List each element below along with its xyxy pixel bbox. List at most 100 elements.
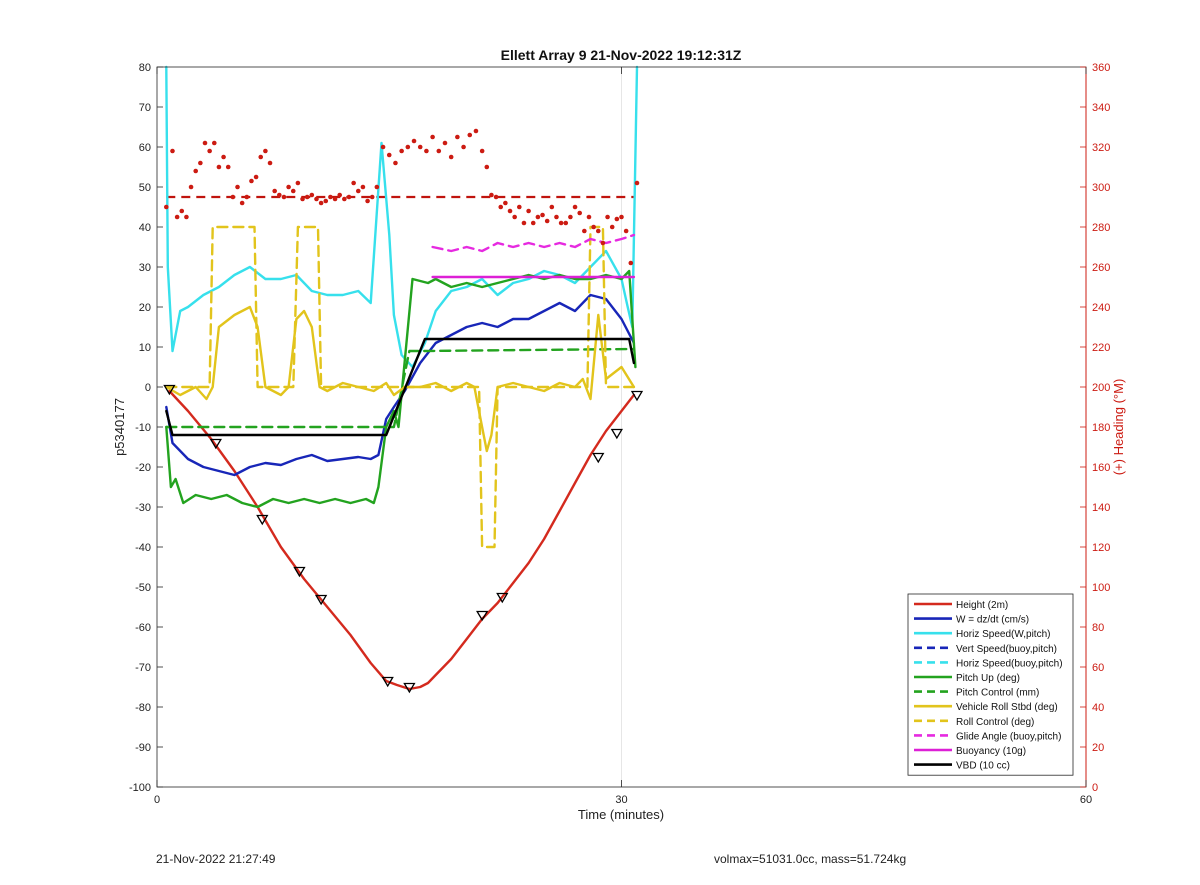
heading-point bbox=[163, 204, 169, 210]
height-triangle-marker bbox=[403, 682, 416, 694]
height-triangle-marker bbox=[256, 514, 269, 526]
x-axis-label: Time (minutes) bbox=[578, 807, 664, 822]
legend-label: Vert Speed(buoy,pitch) bbox=[956, 644, 1057, 655]
y-tick-label-right: 140 bbox=[1092, 502, 1110, 514]
series-line-height-2m bbox=[168, 389, 636, 691]
heading-point bbox=[540, 212, 545, 218]
heading-point bbox=[286, 184, 291, 190]
heading-point bbox=[290, 188, 296, 194]
heading-point bbox=[281, 194, 287, 200]
height-triangle-marker bbox=[209, 438, 222, 450]
y-tick-label-left: -100 bbox=[129, 782, 151, 794]
heading-point bbox=[628, 260, 634, 266]
heading-point bbox=[498, 204, 504, 210]
heading-point bbox=[263, 148, 268, 154]
heading-point bbox=[473, 128, 479, 134]
heading-point bbox=[484, 164, 490, 170]
heading-point bbox=[461, 144, 466, 150]
heading-point bbox=[221, 154, 226, 160]
heading-point bbox=[417, 144, 423, 150]
y-tick-label-left: 70 bbox=[139, 102, 151, 114]
heading-point bbox=[535, 214, 541, 220]
legend-label: Height (2m) bbox=[956, 600, 1008, 611]
y-tick-label-right: 320 bbox=[1092, 142, 1110, 154]
y-tick-label-left: 80 bbox=[139, 62, 151, 74]
footer-timestamp: 21-Nov-2022 21:27:49 bbox=[156, 852, 276, 866]
heading-point bbox=[369, 194, 375, 200]
y-tick-label-right: 300 bbox=[1092, 182, 1110, 194]
heading-point bbox=[399, 148, 404, 154]
heading-point bbox=[442, 140, 448, 146]
heading-point bbox=[249, 178, 254, 184]
y-tick-label-right: 280 bbox=[1092, 222, 1110, 234]
height-triangle-marker bbox=[630, 390, 644, 402]
heading-point bbox=[600, 240, 606, 246]
legend-label: Horiz Speed(W,pitch) bbox=[956, 629, 1050, 640]
height-triangle-marker bbox=[610, 428, 623, 440]
heading-point bbox=[174, 214, 180, 220]
height-triangle-marker bbox=[314, 594, 328, 606]
heading-point bbox=[436, 148, 442, 154]
y-tick-label-left: -90 bbox=[135, 742, 151, 754]
legend-label: W = dz/dt (cm/s) bbox=[956, 615, 1029, 626]
heading-point bbox=[211, 140, 217, 146]
heading-point bbox=[503, 200, 508, 206]
heading-point bbox=[467, 132, 473, 138]
y-tick-label-right: 100 bbox=[1092, 582, 1110, 594]
heading-point bbox=[577, 210, 582, 216]
heading-point bbox=[235, 184, 240, 190]
heading-point bbox=[374, 184, 380, 190]
heading-point bbox=[582, 228, 587, 234]
height-triangle-marker bbox=[592, 452, 605, 464]
heading-point bbox=[170, 148, 175, 154]
y-tick-label-right: 0 bbox=[1092, 782, 1098, 794]
heading-point bbox=[277, 192, 282, 198]
heading-point bbox=[507, 208, 513, 214]
heading-point bbox=[380, 144, 386, 150]
heading-point bbox=[198, 160, 203, 166]
heading-point bbox=[572, 204, 578, 210]
heading-point bbox=[517, 204, 522, 210]
y-tick-label-right: 340 bbox=[1092, 102, 1110, 114]
legend-label: Horiz Speed(buoy,pitch) bbox=[956, 658, 1063, 669]
heading-point bbox=[489, 192, 494, 198]
legend-label: Roll Control (deg) bbox=[956, 717, 1034, 728]
heading-point bbox=[614, 216, 620, 222]
chart-title: Ellett Array 9 21-Nov-2022 19:12:31Z bbox=[501, 47, 742, 63]
heading-point bbox=[549, 204, 555, 210]
y-axis-label-right: (+) Heading (°M) bbox=[1111, 379, 1126, 476]
series-line-horiz-speed-w-pitch bbox=[165, 65, 639, 369]
series-line-vehicle-roll-stbd-deg bbox=[165, 305, 636, 453]
heading-point bbox=[230, 194, 236, 200]
heading-point bbox=[202, 140, 208, 146]
heading-point bbox=[424, 148, 429, 154]
heading-point bbox=[300, 196, 305, 202]
heading-point bbox=[411, 138, 417, 144]
heading-point bbox=[591, 224, 596, 230]
x-tick-label: 0 bbox=[154, 794, 160, 806]
y-tick-label-left: 50 bbox=[139, 182, 151, 194]
y-tick-label-right: 180 bbox=[1092, 422, 1110, 434]
legend: Height (2m) W = dz/dt (cm/s) Horiz Speed(W… bbox=[907, 593, 1074, 776]
heading-point bbox=[253, 174, 259, 180]
y-tick-label-left: -70 bbox=[135, 662, 151, 674]
heading-point bbox=[267, 160, 273, 166]
heading-point bbox=[239, 200, 245, 206]
y-tick-label-right: 160 bbox=[1092, 462, 1110, 474]
legend-box bbox=[907, 593, 1074, 776]
heading-point bbox=[493, 194, 499, 200]
x-tick-label: 60 bbox=[1080, 794, 1092, 806]
height-triangle-marker bbox=[381, 676, 394, 688]
heading-point bbox=[193, 168, 199, 174]
legend-label: VBD (10 cc) bbox=[956, 761, 1010, 772]
heading-point bbox=[448, 154, 454, 160]
heading-point bbox=[309, 192, 315, 198]
heading-point bbox=[586, 214, 592, 220]
heading-point bbox=[563, 220, 569, 226]
height-triangle-marker bbox=[163, 384, 176, 396]
legend-label: Pitch Control (mm) bbox=[956, 688, 1039, 699]
series-line-pitch-up-deg bbox=[165, 269, 637, 509]
y-tick-label-left: 40 bbox=[139, 222, 151, 234]
height-triangle-marker bbox=[293, 566, 306, 578]
y-tick-label-left: -80 bbox=[135, 702, 151, 714]
